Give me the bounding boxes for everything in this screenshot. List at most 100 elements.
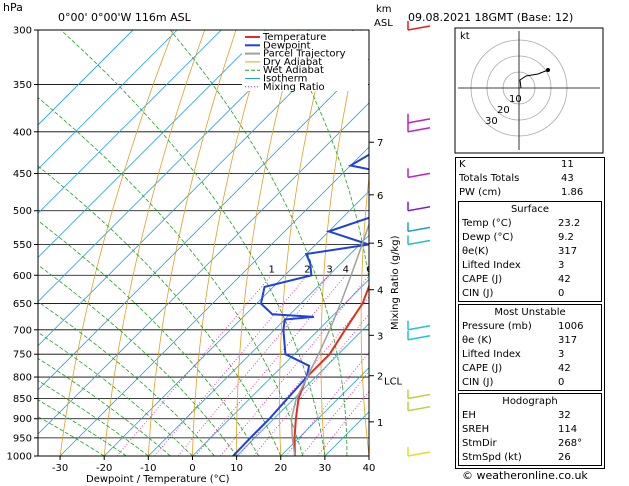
km-label: km xyxy=(376,4,392,15)
wind-barb xyxy=(407,118,431,124)
row-value: 9.2 xyxy=(558,232,574,243)
row-value: 1.86 xyxy=(561,187,584,198)
wet-adiabat-line xyxy=(38,301,215,456)
x-axis-label: Dewpoint / Temperature (°C) xyxy=(86,474,230,485)
isotherm-line xyxy=(38,30,310,303)
wet-adiabat-line xyxy=(169,30,348,456)
table-row: Lifted Index 3 xyxy=(459,259,601,273)
row-label: CIN (J) xyxy=(462,288,494,299)
isotherm-line xyxy=(38,102,369,435)
pressure-tick-label: 1000 xyxy=(7,452,32,463)
wind-barb xyxy=(407,239,431,246)
hodograph-point xyxy=(546,68,550,72)
lcl-label: LCL xyxy=(384,377,403,388)
dry-adiabat-line xyxy=(103,30,206,456)
mixing-ratio-line xyxy=(177,274,330,456)
pressure-tick-label: 900 xyxy=(13,414,32,425)
row-value: 317 xyxy=(558,246,578,257)
plot-frame xyxy=(37,29,370,457)
isotherm-line xyxy=(59,146,369,456)
dry-adiabat-line xyxy=(360,173,369,456)
hodograph-trace xyxy=(519,69,549,89)
mixing-ratio-label: 16 xyxy=(428,264,441,275)
dry-adiabat-line xyxy=(59,30,174,456)
legend-entry: Mixing Ratio xyxy=(263,82,325,93)
km-tick-label: 4 xyxy=(377,286,383,297)
pressure-tick-label: 600 xyxy=(13,271,32,282)
wind-barb xyxy=(407,451,431,457)
km-tick-label: 6 xyxy=(377,191,383,202)
hodograph-frame xyxy=(454,27,604,154)
mixing-ratio-line xyxy=(220,275,369,456)
datetime-title: 09.08.2021 18GMT (Base: 12) xyxy=(408,11,573,24)
mixing-ratio-axis-label: Mixing Ratio (g/kg) xyxy=(390,235,401,330)
pressure-tick-label: 700 xyxy=(13,325,32,336)
row-value: 32 xyxy=(558,410,571,421)
wet-adiabat-line xyxy=(38,165,282,456)
row-label: Totals Totals xyxy=(459,173,520,184)
pressure-tick-label: 450 xyxy=(13,169,32,180)
row-value: 1006 xyxy=(558,321,584,332)
km-tick-label: 2 xyxy=(377,372,383,383)
row-label: Temp (°C) xyxy=(462,218,512,229)
mixing-ratio-label: 1 xyxy=(268,264,274,275)
hodograph-ring-label: 30 xyxy=(485,116,498,127)
isotherm-line xyxy=(38,30,222,214)
table-row: StmDir 268° xyxy=(459,437,601,451)
wind-barb xyxy=(407,325,431,331)
surface-title: Surface xyxy=(510,204,550,215)
pressure-tick-label: 350 xyxy=(13,80,32,91)
table-row: K 11 xyxy=(456,158,604,172)
row-label: StmDir xyxy=(462,438,497,449)
pressure-tick-label: 550 xyxy=(13,240,32,251)
table-row: SREH 114 xyxy=(459,423,601,437)
row-label: Lifted Index xyxy=(462,260,521,271)
temperature-tick-label: 0 xyxy=(189,463,195,474)
temperature-tick-label: -10 xyxy=(140,463,156,474)
footer-copyright: © weatheronline.co.uk xyxy=(462,469,588,482)
isotherm-line xyxy=(38,30,266,258)
temperature-line xyxy=(293,283,369,456)
dry-adiabat-line xyxy=(192,30,268,456)
isotherm-line xyxy=(192,278,369,456)
row-label: θe (K) xyxy=(462,335,492,346)
table-row: θe(K) 317 xyxy=(459,245,601,259)
wet-adiabat-line xyxy=(38,399,127,456)
table-row: EH 32 xyxy=(459,409,601,423)
legend-box xyxy=(242,31,368,91)
pressure-tick-label: 800 xyxy=(13,373,32,384)
row-label: θe(K) xyxy=(462,246,489,257)
dry-adiabat-line xyxy=(279,30,331,456)
row-label: StmSpd (kt) xyxy=(462,452,522,463)
hodograph-table: Hodograph EH 32 SREH 114 StmDir 268° StmSpd (k… xyxy=(458,393,602,466)
row-label: CAPE (J) xyxy=(462,363,503,374)
mixing-ratio-label: 20 xyxy=(443,264,456,275)
legend-entry: Wet Adiabat xyxy=(263,65,324,76)
table-row: θe (K) 317 xyxy=(459,334,601,348)
legend-entry: Isotherm xyxy=(263,74,307,85)
wind-barb xyxy=(407,127,431,133)
dry-adiabat-line xyxy=(320,30,362,456)
dry-adiabat-line xyxy=(611,30,629,456)
pressure-tick-label: 750 xyxy=(13,350,32,361)
temperature-tick-label: 30 xyxy=(318,463,331,474)
wet-adiabat-line xyxy=(60,30,326,456)
table-row: CIN (J) 0 xyxy=(459,376,601,390)
legend-entry: Parcel Trajectory xyxy=(263,49,346,60)
pressure-tick-label: 300 xyxy=(13,26,32,37)
mixing-ratio-line xyxy=(194,274,346,456)
km-tick-label: 3 xyxy=(377,331,383,342)
row-value: 23.2 xyxy=(558,218,581,229)
legend-entry: Dewpoint xyxy=(263,40,311,51)
row-label: Dewp (°C) xyxy=(462,232,514,243)
pressure-tick-label: 950 xyxy=(13,433,32,444)
wet-adiabat-line xyxy=(38,97,304,456)
table-row: PW (cm) 1.86 xyxy=(456,186,604,200)
km-tick-label: 7 xyxy=(377,138,383,149)
legend-entry: Dry Adiabat xyxy=(263,57,322,68)
pressure-tick-label: 650 xyxy=(13,299,32,310)
row-label: Pressure (mb) xyxy=(462,321,532,332)
row-value: 3 xyxy=(558,349,565,360)
hodograph-title: Hodograph xyxy=(502,396,558,407)
